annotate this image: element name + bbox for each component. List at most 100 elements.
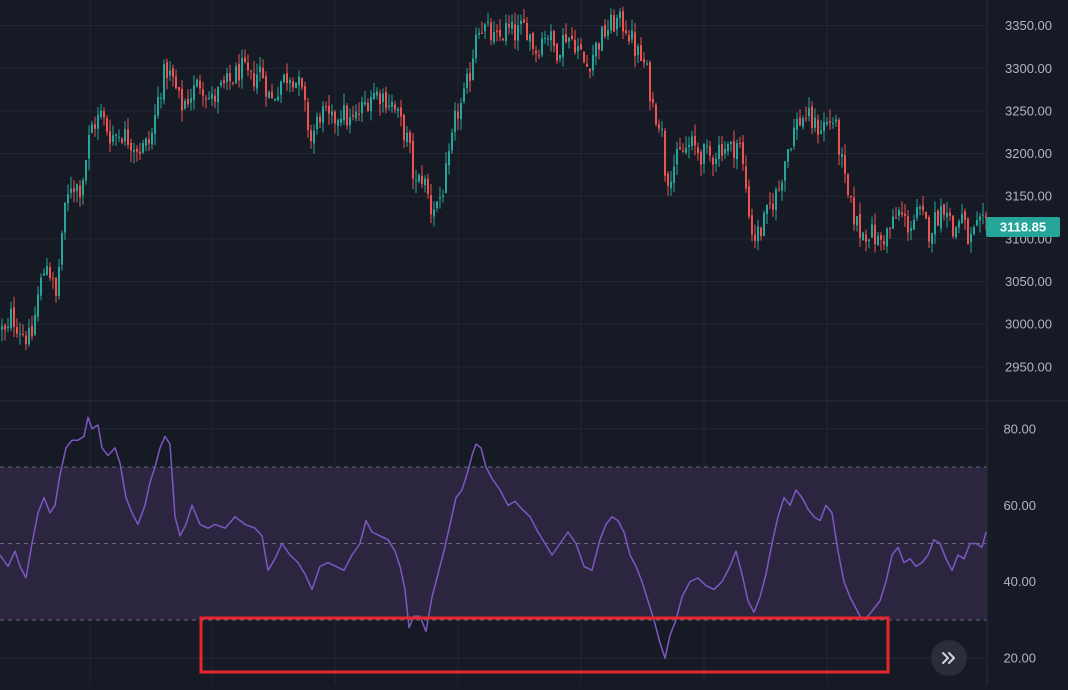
candle-body [664,130,666,176]
candle-body [127,129,129,145]
candle [286,63,288,91]
candle [742,135,744,171]
candle-body [244,57,246,62]
candle [550,24,552,52]
candle-body [955,227,957,237]
candle [247,54,249,77]
candle-body [745,166,747,189]
candle-body [154,115,156,135]
candle-body [367,102,369,111]
candle [850,195,852,203]
candle-body [187,98,189,105]
candle-body [733,141,735,158]
candle [814,108,816,133]
candle-body [661,128,663,130]
candle [136,145,138,162]
candle [847,173,849,199]
last-price-tag: 3118.85 [986,217,1060,237]
rsi-tick-label: 60.00 [1003,498,1036,513]
candle [487,12,489,27]
candle-body [499,29,501,37]
candle [274,98,276,102]
candle-body [253,73,255,87]
candle [526,17,528,41]
candle-body [622,11,624,32]
candle [973,224,975,236]
candle-body [193,85,195,100]
candle [613,9,615,33]
candle-body [631,30,633,40]
candle [424,175,426,193]
candle [19,322,21,345]
candle-body [223,80,225,83]
candle [523,8,525,24]
candle [232,81,234,86]
candle [475,27,477,64]
last-price-tag-label: 3118.85 [1000,220,1046,235]
scroll-to-realtime-button[interactable] [931,640,967,676]
candle [22,324,24,337]
candle [28,318,30,347]
candle-body [760,227,762,237]
candle-body [388,105,390,107]
rsi-axis[interactable]: 20.00 40.00 60.00 80.00 [1003,421,1036,665]
candle [604,19,606,39]
price-axis[interactable]: 2950.003000.003050.003100.003150.003200.… [1005,18,1052,374]
candle [40,273,42,301]
candle-body [157,96,159,116]
candle [184,98,186,110]
candle [802,115,804,130]
candle [433,201,435,227]
candle [319,112,321,129]
price-tick-label: 3250.00 [1005,103,1052,118]
candle [760,226,762,241]
candle-body [259,66,261,73]
candle [640,37,642,62]
candle-body [964,211,966,221]
price-tick-label: 3350.00 [1005,18,1052,33]
candle-body [262,67,264,78]
candle-body [352,115,354,117]
candle [982,202,984,225]
candle-body [415,180,417,182]
candle [877,231,879,246]
candle [922,195,924,216]
candle [967,217,969,245]
candle-body [268,91,270,98]
candle [730,141,732,152]
candle-body [295,82,297,88]
candle-body [805,117,807,119]
candle-body [76,184,78,192]
candle [733,130,735,168]
candle [337,118,339,136]
candle-body [829,121,831,123]
candle [448,143,450,175]
candle [238,54,240,88]
candle [682,143,684,153]
highlight-box [199,616,890,674]
candle [694,124,696,156]
candle-body [520,20,522,25]
candle [397,106,399,118]
candle-body [688,145,690,148]
candle-body [730,141,732,145]
candle-body [772,203,774,210]
candle-body [925,211,927,219]
candle-body [802,118,804,127]
candle-body [787,149,789,162]
candle-body [715,158,717,164]
candle-body [574,39,576,53]
candle-body [100,110,102,117]
candle-body [841,154,843,157]
candle-body [469,72,471,82]
candle [166,58,168,90]
candle-body [547,38,549,40]
candle [202,81,204,107]
candle-body [679,147,681,150]
price-tick-label: 3300.00 [1005,61,1052,76]
candle [25,331,27,351]
candle-body [289,80,291,84]
candle-body [55,277,57,296]
